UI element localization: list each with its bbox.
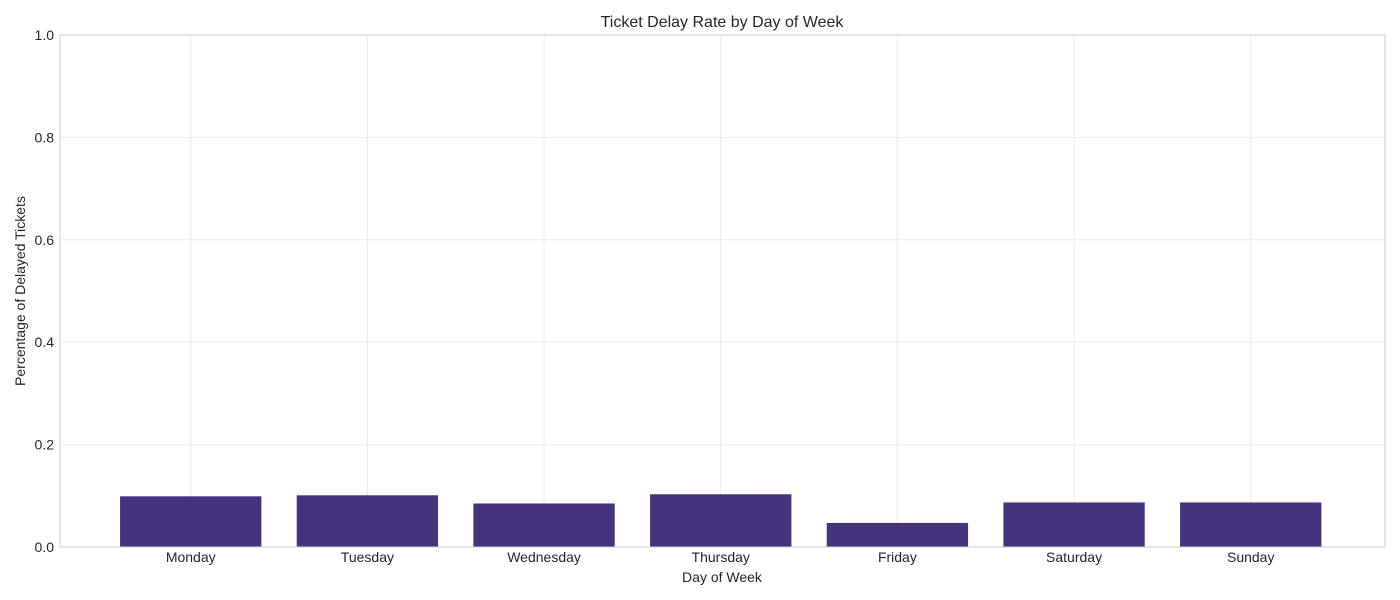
y-tick-label: 0.0 <box>35 539 55 555</box>
plot-frame <box>59 34 1386 548</box>
plot-area <box>60 35 1385 547</box>
y-tick-label: 1.0 <box>35 27 55 43</box>
x-axis-label: Day of Week <box>682 569 763 585</box>
y-tick-label: 0.4 <box>35 334 55 350</box>
bar-sunday <box>1180 502 1322 547</box>
y-tick-label: 0.2 <box>35 437 55 453</box>
x-tick-label: Monday <box>166 549 216 565</box>
bar-saturday <box>1003 502 1145 547</box>
bar-friday <box>826 522 969 547</box>
chart-title: Ticket Delay Rate by Day of Week <box>601 14 845 31</box>
y-tick-label: 0.6 <box>35 232 55 248</box>
x-axis-ticks: Monday Tuesday Wednesday Thursday Friday Satu… <box>166 549 1275 565</box>
bar-thursday <box>650 494 792 547</box>
grid-lines <box>60 34 1385 548</box>
x-tick-label: Tuesday <box>341 549 394 565</box>
x-tick-label: Wednesday <box>507 549 581 565</box>
y-axis-label: Percentage of Delayed Tickets <box>12 196 28 386</box>
y-tick-label: 0.8 <box>35 129 55 145</box>
bar-wednesday <box>473 503 615 547</box>
x-tick-label: Friday <box>878 549 917 565</box>
x-tick-label: Sunday <box>1227 549 1274 565</box>
bars <box>120 494 1322 547</box>
x-tick-label: Thursday <box>692 549 750 565</box>
y-axis-ticks: 0.0 0.2 0.4 0.6 0.8 1.0 <box>35 27 55 555</box>
bar-tuesday <box>296 495 439 547</box>
x-tick-label: Saturday <box>1046 549 1102 565</box>
bar-monday <box>120 496 262 547</box>
